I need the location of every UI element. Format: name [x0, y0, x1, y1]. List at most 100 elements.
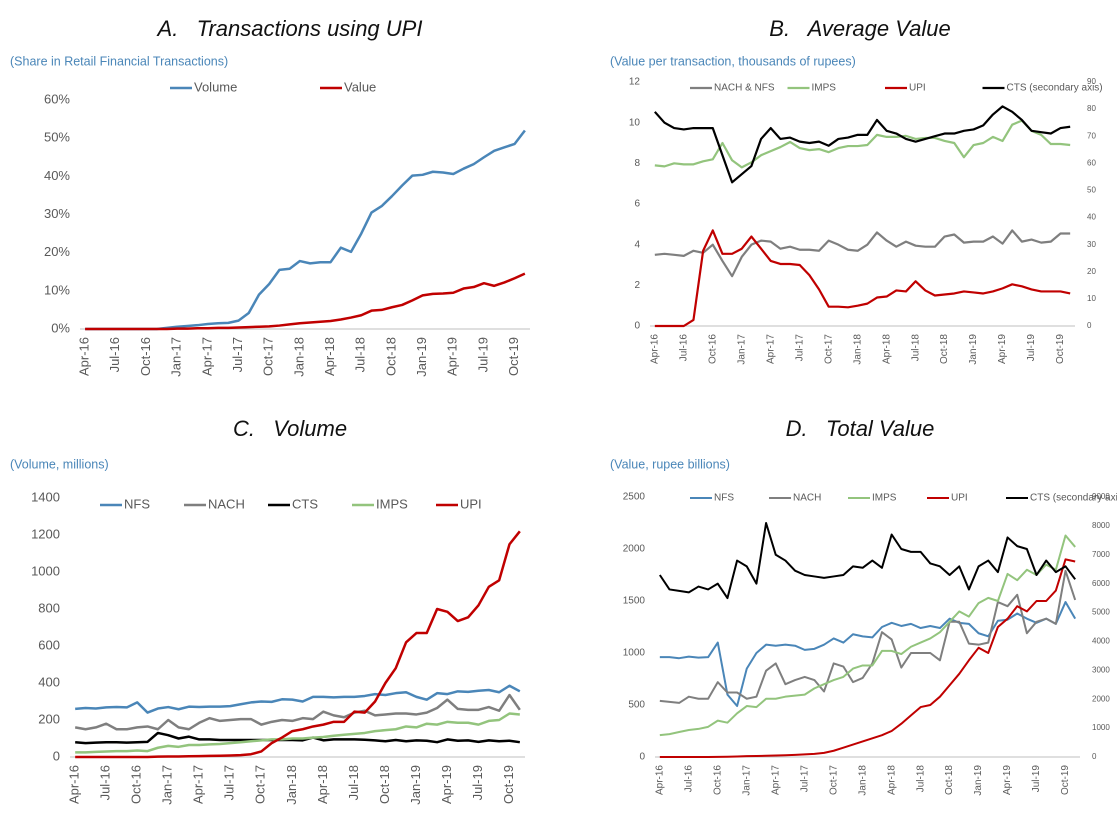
x-tick-label: Oct-17: [261, 337, 276, 376]
axis-label: (Volume, millions): [10, 457, 109, 471]
x-tick-label: Oct-19: [1060, 765, 1071, 795]
legend-label: Value: [344, 79, 376, 94]
x-tick-label: Apr-16: [67, 765, 82, 804]
series-line: [659, 534, 1076, 737]
y2-tick-label: 4000: [1092, 637, 1110, 646]
series-line: [654, 119, 1071, 169]
x-tick-label: Jan-18: [284, 765, 299, 805]
legend-label: IMPS: [376, 496, 408, 511]
y-tick-label: 1000: [623, 648, 646, 659]
y-tick-label: 10%: [44, 282, 70, 297]
x-tick-label: Jul-19: [470, 765, 485, 800]
y-tick-label: 0: [634, 321, 640, 332]
x-tick-label: Jan-17: [741, 765, 752, 796]
x-tick-label: Jan-18: [857, 765, 868, 796]
y2-tick-label: 2000: [1092, 694, 1110, 703]
x-tick-label: Apr-17: [199, 337, 214, 376]
y-tick-label: 2500: [623, 492, 646, 503]
y-tick-label: 2000: [623, 544, 646, 555]
y-tick-label: 800: [38, 600, 60, 615]
x-tick-label: Jan-17: [736, 334, 747, 365]
y2-tick-label: 0: [1092, 752, 1097, 761]
x-tick-label: Oct-16: [138, 337, 153, 376]
y-tick-label: 8: [634, 158, 640, 169]
x-tick-label: Jul-19: [475, 337, 490, 372]
x-tick-label: Jan-17: [169, 337, 184, 377]
legend-label: CTS: [292, 496, 318, 511]
x-tick-label: Apr-16: [77, 337, 92, 376]
y-tick-label: 0: [53, 748, 60, 763]
x-tick-label: Apr-17: [191, 765, 206, 804]
legend-label: UPI: [909, 83, 926, 94]
chart-title: D. Total Value: [786, 416, 935, 441]
series-line: [75, 712, 520, 754]
x-tick-label: Jan-19: [408, 765, 423, 805]
x-tick-label: Oct-17: [828, 765, 839, 795]
x-tick-label: Apr-19: [1002, 765, 1013, 795]
series-line: [85, 272, 526, 331]
y2-tick-label: 1000: [1092, 723, 1110, 732]
x-tick-label: Apr-16: [649, 334, 660, 364]
x-tick-label: Apr-18: [322, 337, 337, 376]
y2-tick-label: 40: [1087, 213, 1096, 222]
y-tick-label: 30%: [44, 206, 70, 221]
x-tick-label: Jul-18: [346, 765, 361, 800]
x-tick-label: Jan-19: [973, 765, 984, 796]
y-tick-label: 4: [634, 239, 640, 250]
y2-tick-label: 7000: [1092, 550, 1110, 559]
legend-label: CTS (secondary axis): [1030, 493, 1117, 504]
series-line: [654, 229, 1071, 278]
y2-tick-label: 3000: [1092, 665, 1110, 674]
y2-tick-label: 70: [1087, 131, 1096, 140]
y2-tick-label: 5000: [1092, 608, 1110, 617]
x-tick-label: Oct-16: [712, 765, 723, 795]
y-tick-label: 2: [634, 280, 640, 291]
y-tick-label: 20%: [44, 244, 70, 259]
x-tick-label: Oct-18: [944, 765, 955, 795]
y-tick-label: 10: [629, 117, 641, 128]
y-tick-label: 500: [628, 700, 645, 711]
y2-tick-label: 60: [1087, 158, 1096, 167]
legend-label: NFS: [714, 493, 734, 504]
x-tick-label: Oct-19: [501, 765, 516, 804]
axis-label: (Share in Retail Financial Transactions): [10, 54, 228, 68]
y-tick-label: 600: [38, 637, 60, 652]
x-tick-label: Apr-18: [881, 334, 892, 364]
x-tick-label: Jul-16: [107, 337, 122, 372]
legend-label: IMPS: [812, 83, 837, 94]
y-tick-label: 400: [38, 674, 60, 689]
x-tick-label: Jul-17: [799, 765, 810, 793]
x-tick-label: Jul-19: [1031, 765, 1042, 793]
legend-label: NFS: [124, 496, 150, 511]
y-tick-label: 0: [639, 752, 645, 763]
x-tick-label: Oct-19: [1055, 334, 1066, 364]
x-tick-label: Jul-17: [794, 334, 805, 362]
x-tick-label: Jul-16: [678, 334, 689, 362]
x-tick-label: Apr-16: [654, 765, 665, 795]
legend-label: NACH: [793, 493, 821, 504]
y-tick-label: 1200: [31, 526, 60, 541]
series-line: [85, 129, 526, 331]
x-tick-label: Oct-19: [506, 337, 521, 376]
y2-tick-label: 90: [1087, 77, 1096, 86]
y-tick-label: 1500: [623, 596, 646, 607]
y2-tick-label: 50: [1087, 186, 1096, 195]
x-tick-label: Jul-18: [353, 337, 368, 372]
x-tick-label: Oct-17: [253, 765, 268, 804]
y2-tick-label: 9000: [1092, 492, 1110, 501]
legend-label: UPI: [460, 496, 482, 511]
y-tick-label: 12: [629, 77, 641, 88]
x-tick-label: Apr-17: [770, 765, 781, 795]
x-tick-label: Jan-18: [852, 334, 863, 365]
y2-tick-label: 10: [1087, 294, 1096, 303]
x-tick-label: Apr-19: [439, 765, 454, 804]
y-tick-label: 6: [634, 199, 640, 210]
y-tick-label: 200: [38, 711, 60, 726]
series-line: [659, 601, 1077, 708]
x-tick-label: Oct-16: [707, 334, 718, 364]
x-tick-label: Oct-16: [129, 765, 144, 804]
y-tick-label: 0%: [51, 320, 70, 335]
series-line: [74, 693, 521, 731]
x-tick-label: Apr-19: [997, 334, 1008, 364]
x-tick-label: Jan-18: [291, 337, 306, 377]
